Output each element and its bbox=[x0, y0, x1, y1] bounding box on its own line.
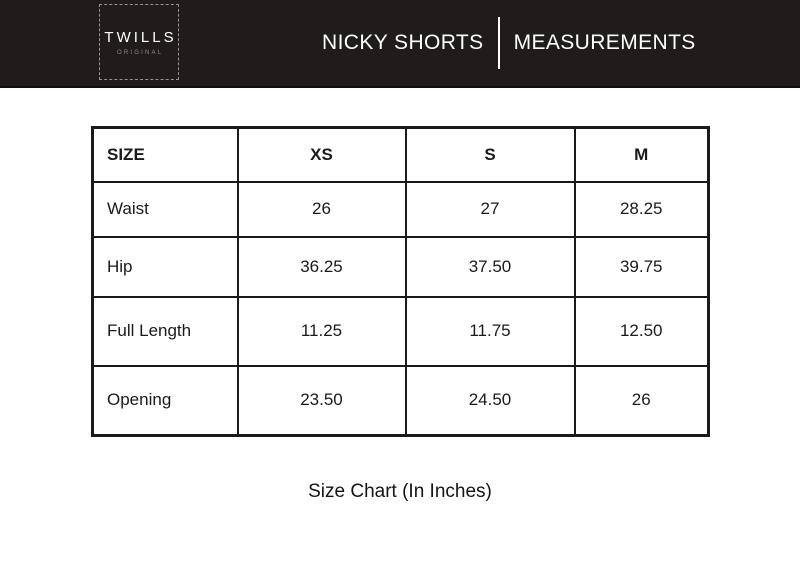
product-title: NICKY SHORTS bbox=[322, 31, 484, 54]
table-caption: Size Chart (In Inches) bbox=[308, 481, 492, 502]
cell-value: 39.75 bbox=[573, 235, 710, 298]
column-header-m: M bbox=[573, 126, 710, 183]
cell-value: 12.50 bbox=[573, 295, 710, 367]
cell-value: 23.50 bbox=[236, 364, 407, 437]
size-table: SIZE XS S M Waist 26 27 28.25 Hip 36.25 37.50 39.7… bbox=[91, 126, 710, 437]
header-title: NICKY SHORTS MEASUREMENTS bbox=[322, 0, 696, 86]
table-header-row: SIZE XS S M bbox=[91, 126, 710, 183]
column-header-xs: XS bbox=[236, 126, 407, 183]
row-label: Full Length bbox=[91, 295, 239, 367]
table-row: Opening 23.50 24.50 26 bbox=[91, 364, 710, 437]
header-bar: TWILLS ORIGINAL NICKY SHORTS MEASUREMENT… bbox=[0, 0, 800, 88]
cell-value: 28.25 bbox=[573, 180, 710, 238]
cell-value: 26 bbox=[573, 364, 710, 437]
cell-value: 24.50 bbox=[404, 364, 576, 437]
brand-subtitle: ORIGINAL bbox=[116, 49, 164, 56]
row-label: Hip bbox=[91, 235, 239, 298]
table-row: Full Length 11.25 11.75 12.50 bbox=[91, 295, 710, 367]
cell-value: 36.25 bbox=[236, 235, 407, 298]
cell-value: 11.25 bbox=[236, 295, 407, 367]
row-label: Opening bbox=[91, 364, 239, 437]
row-label: Waist bbox=[91, 180, 239, 238]
cell-value: 11.75 bbox=[404, 295, 576, 367]
section-title: MEASUREMENTS bbox=[513, 31, 696, 54]
cell-value: 26 bbox=[236, 180, 407, 238]
table-row: Waist 26 27 28.25 bbox=[91, 180, 710, 238]
table-row: Hip 36.25 37.50 39.75 bbox=[91, 235, 710, 298]
brand-name: TWILLS bbox=[104, 28, 177, 46]
column-header-s: S bbox=[404, 126, 576, 183]
cell-value: 27 bbox=[404, 180, 576, 238]
column-header-size: SIZE bbox=[91, 126, 239, 183]
cell-value: 37.50 bbox=[404, 235, 576, 298]
header-divider bbox=[497, 17, 500, 69]
brand-logo-box: TWILLS ORIGINAL bbox=[99, 4, 179, 80]
